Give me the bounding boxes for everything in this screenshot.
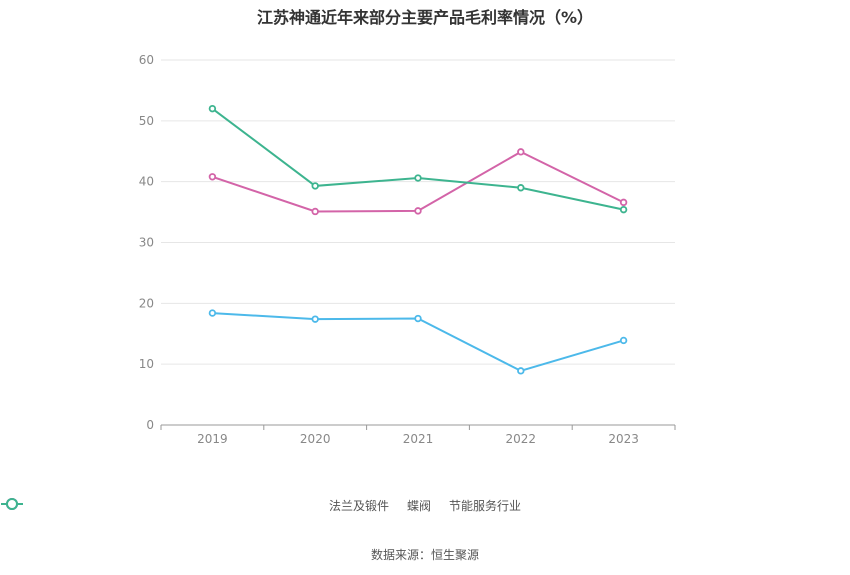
data-point — [619, 205, 628, 214]
legend-item[interactable]: 蝶阀 — [1, 497, 431, 514]
x-tick-label: 2022 — [506, 432, 537, 446]
data-point — [208, 104, 217, 113]
x-tick-label: 2023 — [608, 432, 639, 446]
data-point — [414, 174, 422, 182]
legend-label: 法兰及锻件 — [328, 499, 389, 513]
data-point — [517, 184, 525, 192]
legend-label: 节能服务行业 — [449, 499, 522, 513]
data-point — [311, 315, 319, 323]
y-tick-label: 10 — [139, 357, 154, 371]
series-line-2 — [211, 107, 624, 211]
data-point — [414, 314, 422, 323]
x-tick-label: 2019 — [197, 432, 228, 446]
data-point — [619, 198, 628, 207]
data-point — [208, 173, 217, 181]
legend-item[interactable]: 法兰及锻件 — [1, 497, 389, 514]
y-tick-label: 60 — [139, 53, 154, 67]
data-point — [414, 207, 422, 215]
chart-legend: 法兰及锻件 蝶阀 节能服务行业 — [0, 497, 850, 514]
legend-item[interactable]: 节能服务行业 — [1, 497, 522, 514]
data-point — [311, 182, 319, 190]
x-tick-label: 2021 — [403, 432, 434, 446]
data-point — [619, 336, 628, 345]
data-point — [311, 207, 319, 216]
x-tick-label: 2020 — [300, 432, 331, 446]
chart-title: 江苏神通近年来部分主要产品毛利率情况（%） — [256, 8, 594, 27]
data-point — [208, 309, 217, 317]
data-point — [517, 367, 525, 375]
data-source: 数据来源：恒生聚源 — [370, 548, 479, 562]
legend-swatch-icon — [1, 498, 23, 510]
y-tick-label: 20 — [139, 296, 154, 310]
y-tick-label: 40 — [139, 175, 154, 189]
y-tick-label: 30 — [139, 236, 154, 250]
y-tick-label: 50 — [139, 114, 154, 128]
legend-label: 蝶阀 — [406, 499, 431, 513]
y-tick-label: 0 — [146, 418, 154, 432]
data-point — [517, 148, 525, 156]
